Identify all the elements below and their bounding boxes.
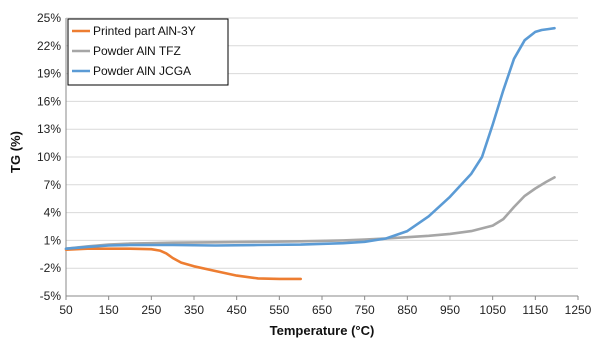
x-tick-label: 1050 bbox=[479, 303, 506, 317]
y-tick-label: 1% bbox=[44, 233, 62, 247]
x-tick-label: 550 bbox=[269, 303, 289, 317]
x-axis-title: Temperature (°C) bbox=[270, 323, 375, 338]
x-tick-label: 850 bbox=[397, 303, 417, 317]
x-tick-label: 50 bbox=[59, 303, 73, 317]
y-tick-label: -5% bbox=[40, 289, 62, 303]
y-axis-title: TG (%) bbox=[8, 131, 23, 173]
y-tick-label: 19% bbox=[37, 67, 61, 81]
y-tick-label: 13% bbox=[37, 122, 61, 136]
y-tick-label: 22% bbox=[37, 39, 61, 53]
x-tick-label: 250 bbox=[141, 303, 161, 317]
y-tick-label: 4% bbox=[44, 206, 62, 220]
y-tick-label: 25% bbox=[37, 11, 61, 25]
x-tick-label: 1150 bbox=[522, 303, 548, 317]
y-tick-label: 7% bbox=[44, 178, 62, 192]
x-tick-label: 350 bbox=[184, 303, 204, 317]
series-line-0 bbox=[64, 247, 303, 281]
legend-label-2: Powder AlN JCGA bbox=[93, 64, 191, 78]
x-tick-label: 750 bbox=[355, 303, 375, 317]
x-tick-label: 450 bbox=[227, 303, 247, 317]
y-tick-label: 16% bbox=[37, 94, 61, 108]
x-tick-label: 650 bbox=[312, 303, 332, 317]
x-tick-label: 1250 bbox=[565, 303, 592, 317]
y-tick-label: 10% bbox=[37, 150, 61, 164]
legend-box bbox=[67, 18, 229, 86]
legend: Printed part AlN-3Y Powder AlN TFZ Powder … bbox=[67, 18, 229, 86]
legend-label-1: Powder AlN TFZ bbox=[93, 44, 181, 58]
x-tick-label: 950 bbox=[440, 303, 460, 317]
x-tick-label: 150 bbox=[99, 303, 119, 317]
y-tick-label: -2% bbox=[40, 261, 62, 275]
legend-label-0: Printed part AlN-3Y bbox=[93, 24, 196, 38]
series-line-2 bbox=[64, 26, 556, 250]
